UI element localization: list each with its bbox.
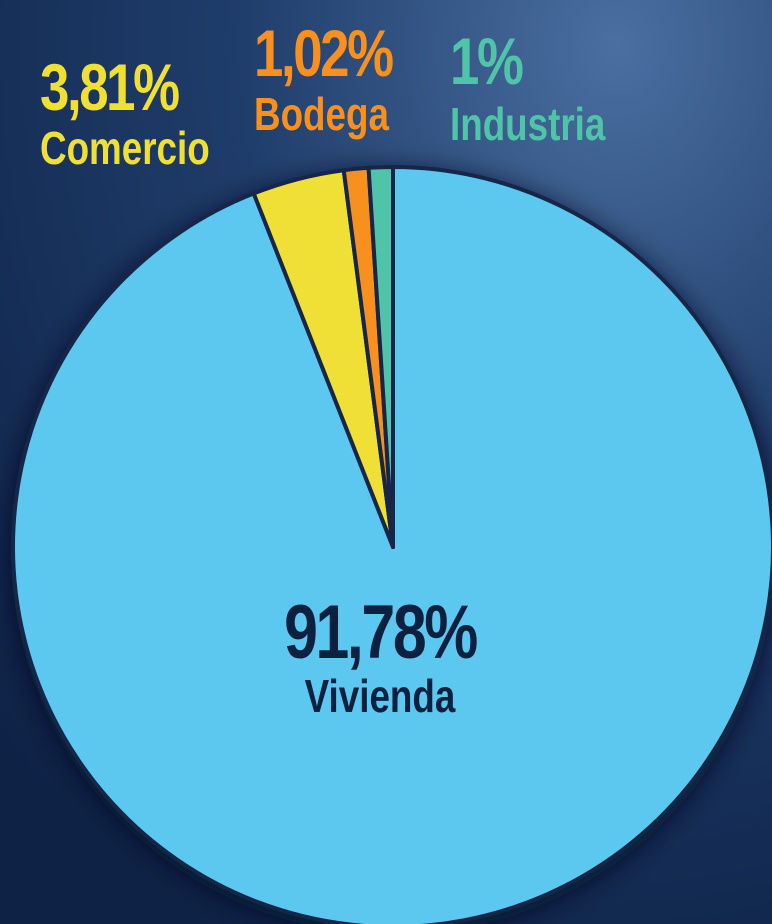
pie <box>11 165 772 924</box>
value-label: 3,81% <box>40 50 179 124</box>
slice-label: 1,02%Bodega <box>254 16 395 140</box>
pie-slice <box>11 165 772 924</box>
labels: 91,78%Vivienda 3,81%Comercio 1,02%Bodega 1%… <box>40 16 606 722</box>
value-label: 1,02% <box>254 16 393 90</box>
category-label: Industria <box>450 98 606 150</box>
category-label: Comercio <box>40 122 210 174</box>
category-label: Bodega <box>254 88 390 140</box>
value-label: 1% <box>450 24 523 98</box>
slice-label: 91,78%Vivienda <box>284 590 480 722</box>
category-label: Vivienda <box>305 670 456 722</box>
pie-slice <box>366 165 395 549</box>
slice-label: 1%Industria <box>450 24 606 150</box>
slice-label: 3,81%Comercio <box>40 50 210 174</box>
value-label: 91,78% <box>284 590 477 675</box>
